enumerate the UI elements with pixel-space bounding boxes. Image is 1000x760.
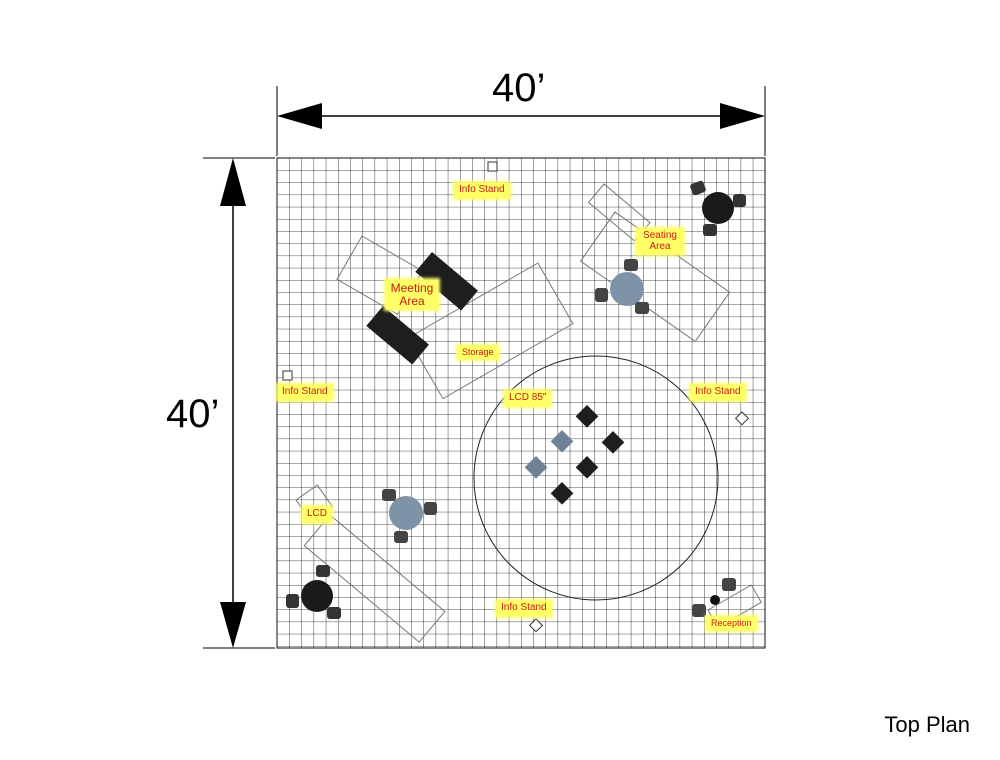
label-lcd: LCD bbox=[303, 507, 332, 522]
reception-seating bbox=[692, 578, 736, 617]
width-label: 40’ bbox=[492, 66, 546, 110]
table-light-seating bbox=[595, 259, 649, 314]
label-lcd-85: LCD 85" bbox=[505, 391, 551, 406]
table-dark-top-right bbox=[690, 180, 746, 236]
label-meeting-area: Meeting Area bbox=[386, 280, 438, 310]
height-label: 40’ bbox=[166, 392, 220, 436]
height-dimension-line bbox=[203, 157, 275, 649]
central-round-area bbox=[473, 355, 719, 601]
label-storage: Storage bbox=[458, 346, 498, 360]
label-info-stand-top: Info Stand bbox=[455, 183, 509, 198]
label-info-stand-right: Info Stand bbox=[691, 385, 745, 400]
table-light-left bbox=[382, 489, 437, 543]
label-info-stand-bottom: Info Stand bbox=[497, 601, 551, 616]
meeting-tables bbox=[366, 252, 478, 365]
info-stand-markers bbox=[282, 161, 750, 633]
top-plan-caption: Top Plan bbox=[884, 712, 970, 737]
label-info-stand-left: Info Stand bbox=[278, 385, 332, 400]
label-reception: Reception bbox=[707, 617, 756, 631]
table-dark-bottom-left bbox=[286, 565, 341, 619]
width-dimension-line bbox=[276, 86, 766, 156]
label-seating-area: Seating Area bbox=[637, 229, 683, 254]
stools-cluster bbox=[524, 405, 625, 505]
